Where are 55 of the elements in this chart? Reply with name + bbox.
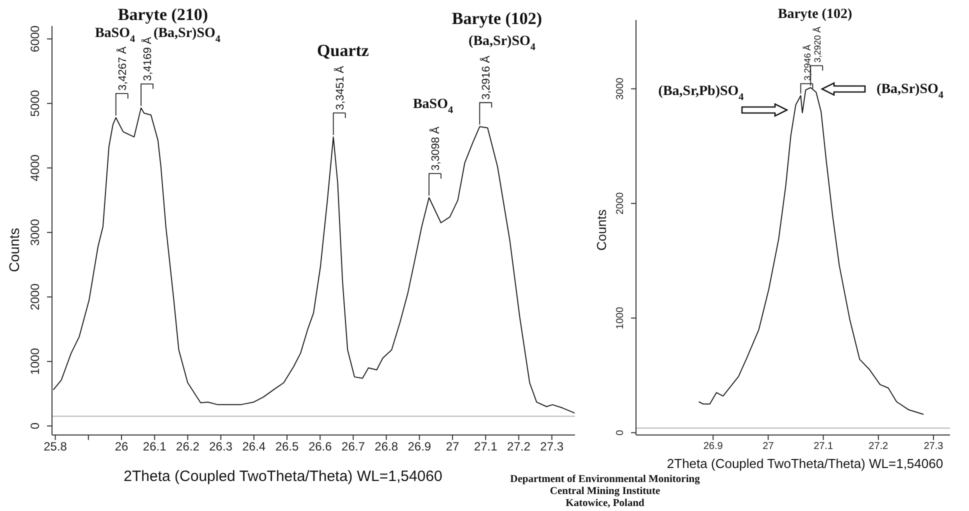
x-tick-label: 27.1 [814, 441, 834, 452]
x-tick-label: 26.3 [209, 440, 233, 454]
y-tick-label: 3000 [28, 218, 42, 246]
annotation: 3,3098 Å [429, 126, 442, 171]
annotation: 3,2920 Å [812, 26, 823, 63]
text: Baryte (210) [118, 4, 208, 24]
x-tick-label: 26.9 [703, 441, 724, 452]
y-tick-label: 4000 [28, 154, 42, 182]
y-axis-title: Counts [6, 228, 22, 272]
annotation: 3,3451 Å [333, 65, 346, 110]
x-tick-label: 26.9 [408, 440, 432, 454]
x-tick-label: 26.1 [142, 440, 167, 454]
y-tick-label: 0 [615, 429, 626, 436]
x-tick-label: 26.2 [176, 440, 200, 454]
text: Katowice, Poland [566, 498, 645, 510]
annotation: Quartz [317, 40, 370, 60]
y-tick-label: 6000 [28, 25, 42, 52]
x-axis-title: 2Theta (Coupled TwoTheta/Theta) WL=1,54060 [124, 468, 442, 485]
annotation: BaSO$_{4}$ [412, 97, 454, 116]
x-tick-label: 26.5 [275, 440, 300, 454]
annotation: 3,2916 Å [480, 54, 493, 100]
y-tick-label: 2000 [615, 192, 626, 215]
x-tick-label: 27.2 [507, 440, 531, 454]
x-tick-label: 25.8 [44, 440, 68, 454]
x-tick-label: 26.8 [374, 440, 398, 454]
x-tick-label: 27.1 [474, 440, 498, 454]
annotation: Baryte (102) [778, 7, 852, 22]
annotation: (Ba,Sr)SO$_{4}$ [154, 26, 220, 45]
annotation: (Ba,Sr)SO$_{4}$ [468, 34, 536, 53]
x-tick-label: 27.3 [924, 441, 944, 452]
x-tick-label: 27 [762, 441, 774, 452]
y-tick-label: 5000 [28, 90, 42, 117]
y-tick-label: 1000 [28, 348, 42, 375]
x-axis-title: 2Theta (Coupled TwoTheta/Theta) WL=1,54060 [666, 456, 944, 472]
x-tick-label: 27.2 [868, 441, 889, 452]
annotation: 3,4267 Å [116, 46, 129, 91]
annotation: 3,2946 Å [802, 44, 813, 81]
x-tick-label: 26.7 [342, 440, 366, 454]
annotation: BaSO$_{4}$ [94, 26, 136, 45]
x-tick-label: 27.3 [540, 440, 564, 454]
y-tick-label: 1000 [615, 306, 626, 330]
x-tick-label: 26.4 [242, 440, 266, 454]
text: Department of Environmental Monitoring [510, 474, 701, 486]
annotation: (Ba,Sr,Pb)SO$_{4}$ [658, 84, 744, 103]
annotation: (Ba,Sr)SO$_{4}$ [876, 82, 944, 101]
annotation: Baryte (102) [452, 8, 542, 28]
y-tick-label: 2000 [28, 283, 42, 310]
text: Central Mining Institute [550, 486, 660, 498]
x-tick-label: 27 [446, 440, 460, 454]
y-tick-label: 0 [28, 422, 42, 430]
x-tick-label: 26.6 [308, 440, 332, 454]
x-tick-label: 26 [114, 440, 129, 454]
y-axis-title: Counts [594, 208, 610, 251]
annotation: 3,4169 Å [141, 36, 154, 81]
y-tick-label: 3000 [615, 77, 626, 100]
